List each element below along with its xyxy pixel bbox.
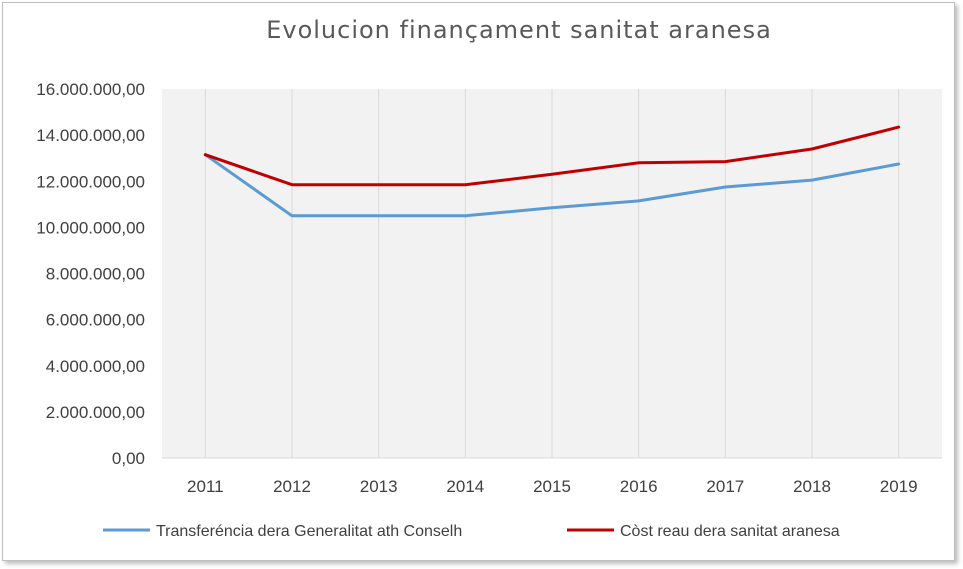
chart-title: Evolucion finançament sanitat aranesa (266, 16, 772, 44)
series-line-cost-reau (203, 125, 901, 187)
y-axis: 0,00 2.000.000,00 4.000.000,00 6.000.000,00… (36, 80, 145, 468)
y-tick-label: 12.000.000,00 (36, 172, 145, 191)
x-tick-label: 2017 (706, 477, 744, 496)
y-tick-label: 2.000.000,00 (46, 403, 145, 422)
y-tick-label: 6.000.000,00 (46, 311, 145, 330)
x-tick-label: 2015 (533, 477, 571, 496)
x-tick-label: 2011 (187, 477, 224, 496)
x-tick-label: 2018 (793, 477, 831, 496)
x-tick-label: 2016 (620, 477, 658, 496)
y-tick-label: 14.000.000,00 (36, 126, 145, 145)
y-tick-label: 4.000.000,00 (46, 357, 145, 376)
x-tick-label: 2012 (273, 477, 311, 496)
legend: Transferéncia dera Generalitat ath Conse… (103, 523, 840, 540)
x-axis: 2011 2012 2013 2014 2015 2016 2017 2018 2019 (187, 477, 918, 496)
y-tick-label: 10.000.000,00 (36, 218, 145, 237)
x-tick-label: 2019 (880, 477, 918, 496)
gridlines (162, 89, 942, 459)
series-lines (203, 125, 901, 218)
x-tick-label: 2014 (446, 477, 484, 496)
series-line-transferencia (203, 153, 901, 218)
y-tick-label: 16.000.000,00 (36, 80, 145, 99)
legend-label-cost-reau: Còst reau dera sanitat aranesa (620, 523, 840, 540)
legend-label-transferencia: Transferéncia dera Generalitat ath Conse… (156, 523, 462, 540)
x-tick-label: 2013 (360, 477, 398, 496)
y-tick-label: 0,00 (112, 449, 145, 468)
y-tick-label: 8.000.000,00 (46, 265, 145, 284)
